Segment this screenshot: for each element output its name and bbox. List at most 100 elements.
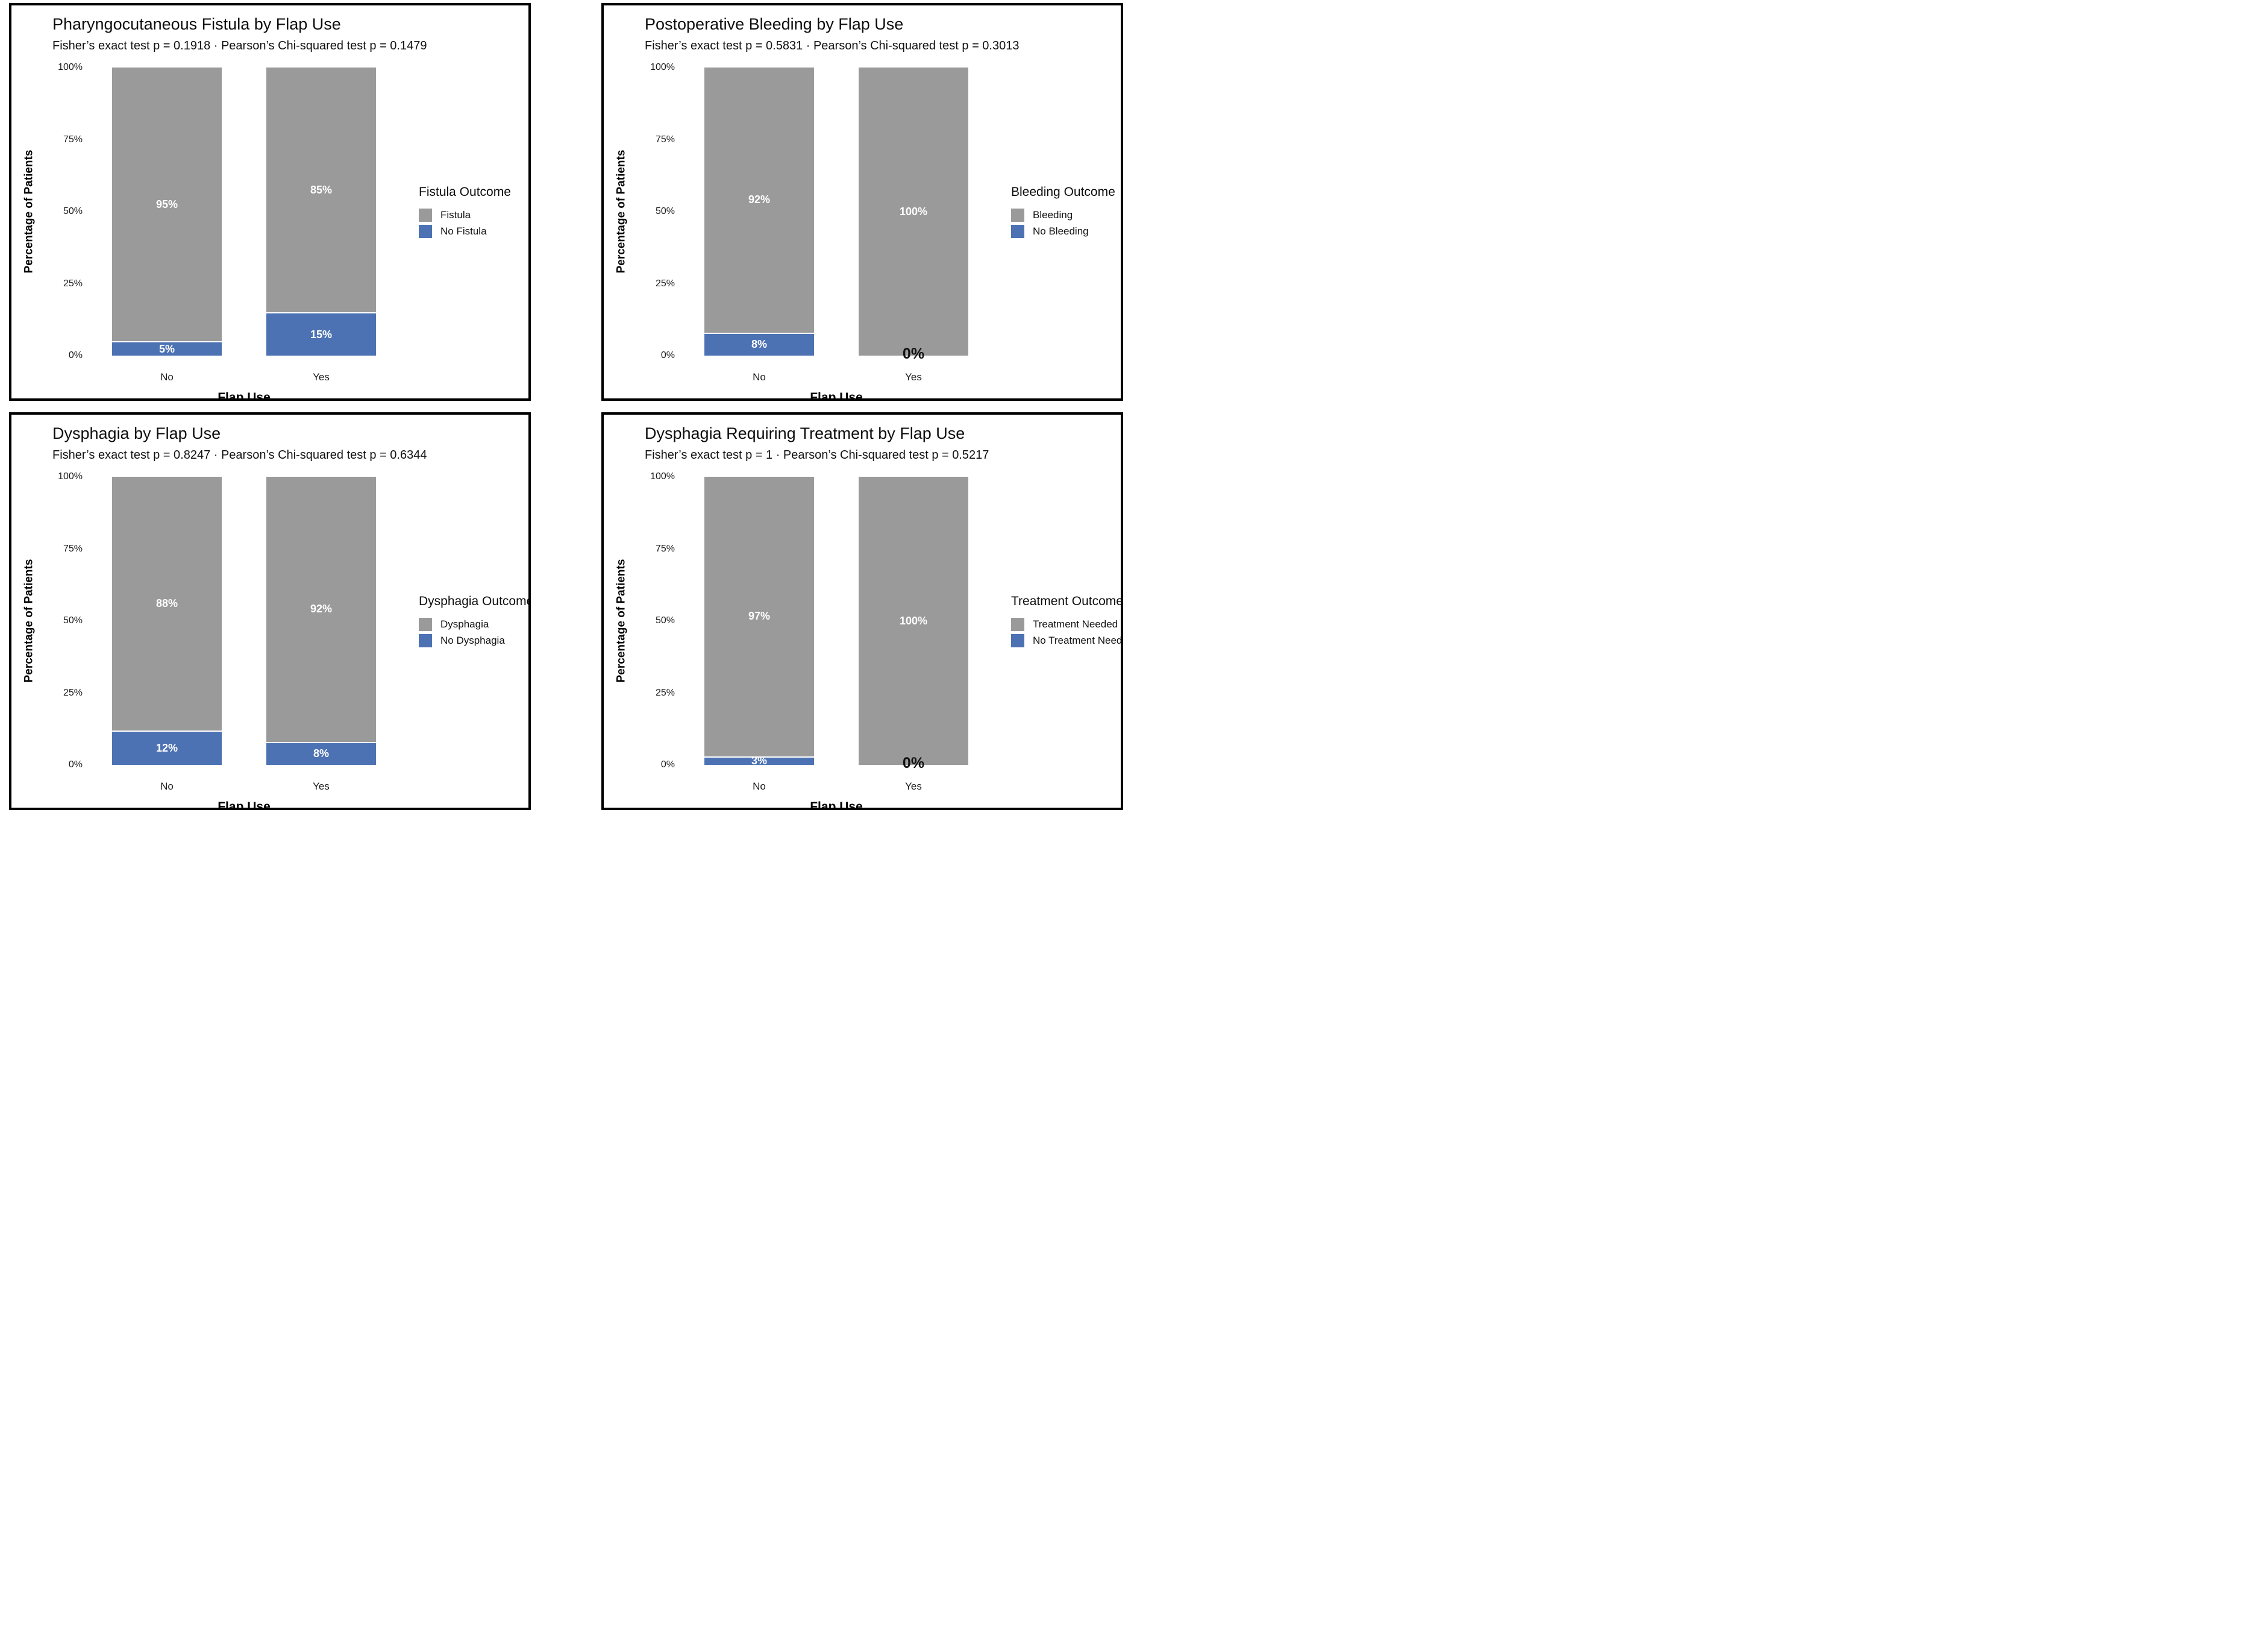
y-tick-label: 25% xyxy=(655,278,675,289)
panel-dysphagia-requiring-treatment: Dysphagia Requiring Treatment by Flap Us… xyxy=(601,412,1123,810)
panel-subtitle: Fisher’s exact test p = 1 · Pearson’s Ch… xyxy=(645,448,989,462)
y-tick-label: 0% xyxy=(660,759,675,770)
y-tick-label: 50% xyxy=(63,615,83,626)
legend-item-label: Fistula xyxy=(440,209,471,221)
legend-item-label: No Fistula xyxy=(440,225,487,237)
stacked-bar: 97% 3% xyxy=(704,477,814,767)
zero-percent-label: 0% xyxy=(902,345,925,363)
y-axis-tick-labels: 0% 25% 50% 75% 100% xyxy=(631,471,682,770)
legend: Bleeding Outcome Bleeding No Bleeding xyxy=(1011,68,1121,356)
legend-swatch-gray xyxy=(1011,209,1024,222)
x-category-labels: No Yes xyxy=(90,781,398,793)
bar-value-label: 92% xyxy=(310,603,333,615)
x-category-label: Yes xyxy=(313,781,330,793)
panel-pharyngocutaneous-fistula: Pharyngocutaneous Fistula by Flap Use Fi… xyxy=(9,3,531,401)
y-axis-title: Percentage of Patients xyxy=(22,149,35,274)
panel-title: Dysphagia Requiring Treatment by Flap Us… xyxy=(645,424,965,442)
legend-item: Bleeding xyxy=(1011,209,1121,222)
y-tick-label: 75% xyxy=(655,543,675,554)
panel-title: Pharyngocutaneous Fistula by Flap Use xyxy=(52,15,341,33)
chart-area: Percentage of Patients 0% 25% 50% 75% 100% 8… xyxy=(19,471,528,810)
panel-subtitle: Fisher’s exact test p = 0.8247 · Pearson… xyxy=(52,448,427,462)
bar-slot: 92% 8% xyxy=(682,68,836,356)
y-axis-tick-labels: 0% 25% 50% 75% 100% xyxy=(39,62,90,360)
stacked-bar: 88% 12% xyxy=(112,477,222,765)
legend-item: Treatment Needed xyxy=(1011,618,1121,632)
plot-area: 92% 8% 100% 0% xyxy=(682,68,991,362)
panel-subtitle: Fisher’s exact test p = 0.5831 · Pearson… xyxy=(645,39,1020,53)
y-tick-label: 0% xyxy=(68,759,83,770)
x-category-label: No xyxy=(160,371,174,383)
plot-column: 97% 3% 100% 0% No Yes Flap Use xyxy=(682,477,991,808)
legend-swatch-blue xyxy=(419,225,432,239)
bar-value-label: 88% xyxy=(155,597,178,609)
bar-segment-gray: 88% xyxy=(112,477,222,731)
chart-area: Percentage of Patients 0% 25% 50% 75% 100% 9… xyxy=(611,471,1121,808)
bar-slot: 97% 3% xyxy=(682,477,836,767)
bar-segment-gray: 85% xyxy=(266,68,376,313)
bar-segment-gray: 95% xyxy=(112,68,222,342)
legend-swatch-blue xyxy=(1011,634,1024,648)
legend-swatch-blue xyxy=(1011,225,1024,239)
y-axis-tick-labels: 0% 25% 50% 75% 100% xyxy=(39,471,90,770)
legend-item: No Bleeding xyxy=(1011,225,1121,239)
chart-area: Percentage of Patients 0% 25% 50% 75% 100% 9… xyxy=(19,62,521,398)
bar-slot: 85% 15% xyxy=(244,68,398,356)
plot-area: 88% 12% 92% 8% xyxy=(90,477,398,765)
y-axis-tick-labels: 0% 25% 50% 75% 100% xyxy=(631,62,682,360)
bar-segment-gray: 100% xyxy=(859,68,968,356)
y-tick-label: 100% xyxy=(58,62,83,73)
x-category-label: No xyxy=(160,781,174,793)
legend-item: No Fistula xyxy=(419,225,528,239)
y-tick-label: 100% xyxy=(58,471,83,482)
plot-column: 92% 8% 100% 0% No Yes Flap Use xyxy=(682,68,991,398)
y-axis-title: Percentage of Patients xyxy=(22,559,35,683)
bar-value-label: 3% xyxy=(751,755,767,767)
legend-item: Fistula xyxy=(419,209,528,222)
y-tick-label: 50% xyxy=(655,206,675,217)
stacked-bar: 92% 8% xyxy=(266,477,376,765)
bar-value-label: 95% xyxy=(155,198,178,210)
bar-value-label: 5% xyxy=(158,342,175,355)
legend-title: Bleeding Outcome xyxy=(1011,185,1115,200)
legend-items: Treatment Needed No Treatment Needed xyxy=(1011,615,1121,648)
stacked-bar: 85% 15% xyxy=(266,68,376,356)
plot-area: 97% 3% 100% 0% xyxy=(682,477,991,772)
legend: Dysphagia Outcome Dysphagia No Dysphagia xyxy=(419,477,528,765)
y-axis-title: Percentage of Patients xyxy=(615,559,627,683)
y-tick-label: 50% xyxy=(655,615,675,626)
x-category-label: No xyxy=(753,781,766,793)
bar-segment-gray: 97% xyxy=(704,477,814,756)
legend-item: Dysphagia xyxy=(419,618,528,632)
panel-title: Postoperative Bleeding by Flap Use xyxy=(645,15,904,33)
y-tick-label: 100% xyxy=(650,471,675,482)
bar-slot: 88% 12% xyxy=(90,477,244,765)
x-category-labels: No Yes xyxy=(682,781,991,793)
legend: Treatment Outcome Treatment Needed No Tre… xyxy=(1011,477,1121,765)
legend-swatch-gray xyxy=(419,618,432,632)
y-tick-label: 0% xyxy=(660,350,675,361)
y-axis-title: Percentage of Patients xyxy=(615,149,627,274)
x-category-label: No xyxy=(753,371,766,383)
stacked-bar: 92% 8% xyxy=(704,68,814,356)
bar-value-label: 85% xyxy=(310,183,333,196)
legend-item: No Treatment Needed xyxy=(1011,634,1121,648)
panel-postoperative-bleeding: Postoperative Bleeding by Flap Use Fishe… xyxy=(601,3,1123,401)
legend-items: Bleeding No Bleeding xyxy=(1011,206,1121,239)
bar-value-label: 100% xyxy=(899,614,928,627)
bar-segment-blue: 12% xyxy=(112,730,222,765)
bar-segment-blue: 15% xyxy=(266,312,376,356)
figure-grid: Pharyngocutaneous Fistula by Flap Use Fi… xyxy=(0,0,1134,816)
x-axis-title: Flap Use xyxy=(218,800,271,810)
bar-slot: 92% 8% xyxy=(244,477,398,765)
y-tick-label: 100% xyxy=(650,62,675,73)
legend-title: Fistula Outcome xyxy=(419,185,511,200)
bar-segment-blue: 8% xyxy=(266,741,376,765)
x-category-label: Yes xyxy=(313,371,330,383)
stacked-bar: 95% 5% xyxy=(112,68,222,356)
chart-area: Percentage of Patients 0% 25% 50% 75% 100% 9… xyxy=(611,62,1115,398)
x-category-labels: No Yes xyxy=(682,371,991,383)
panel-dysphagia: Dysphagia by Flap Use Fisher’s exact tes… xyxy=(9,412,531,810)
bar-value-label: 8% xyxy=(313,747,329,760)
legend-item-label: Dysphagia xyxy=(440,618,489,630)
